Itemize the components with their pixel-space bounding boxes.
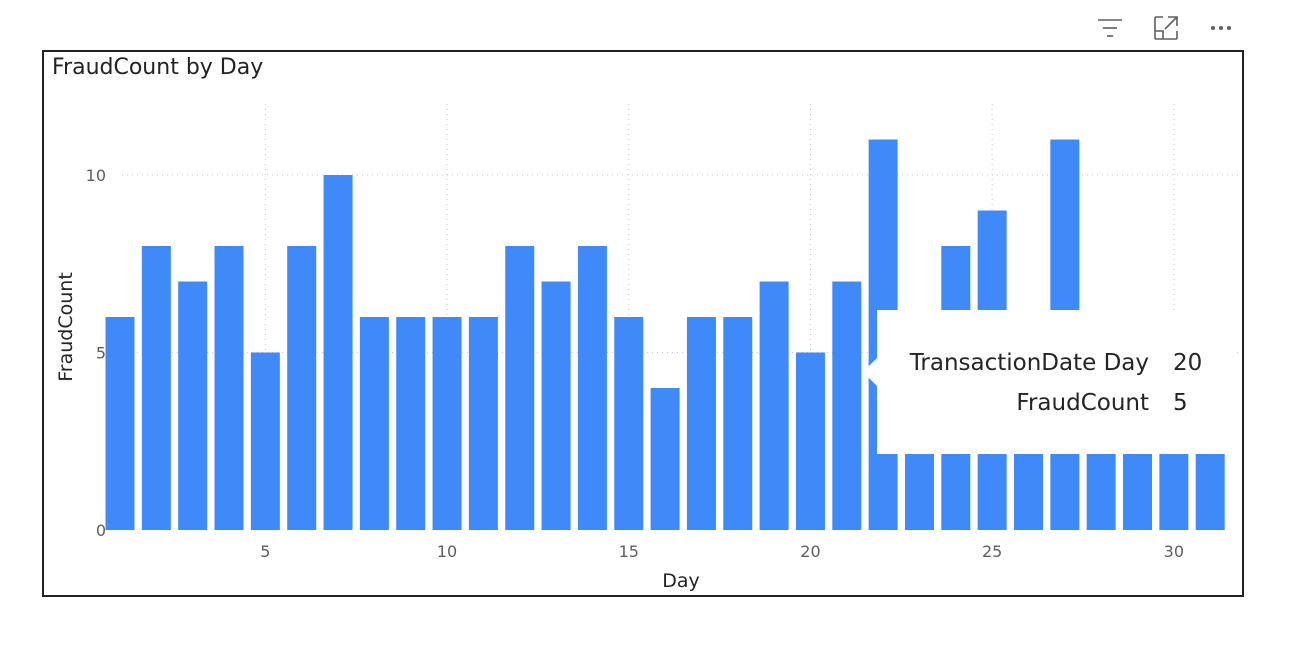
tooltip-label: TransactionDate Day: [909, 350, 1149, 376]
bar-day-17[interactable]: [686, 317, 716, 530]
bar-day-12[interactable]: [505, 246, 535, 530]
filter-icon[interactable]: [1092, 12, 1128, 44]
x-tick-label: 20: [800, 542, 820, 561]
y-axis-title: FraudCount: [55, 272, 77, 382]
visual-header-toolbar: [1090, 12, 1250, 44]
y-tick-label: 0: [96, 521, 106, 540]
x-tick-label: 25: [982, 542, 1002, 561]
x-tick-label: 10: [437, 542, 457, 561]
chart-title: FraudCount by Day: [52, 55, 264, 80]
tooltip-value: 5: [1173, 390, 1188, 416]
x-tick-label: 15: [619, 542, 639, 561]
bar-day-6[interactable]: [287, 246, 317, 530]
x-tick-label: 5: [260, 542, 270, 561]
bar-day-1[interactable]: [105, 317, 135, 530]
bar-day-14[interactable]: [577, 246, 607, 530]
y-tick-label: 5: [96, 344, 106, 363]
tooltip-label: FraudCount: [1016, 390, 1149, 416]
bar-day-5[interactable]: [250, 352, 280, 531]
bar-day-8[interactable]: [359, 317, 389, 530]
tooltip-value: 20: [1173, 350, 1203, 376]
bar-day-19[interactable]: [759, 281, 789, 531]
chart-visual[interactable]: FraudCount by Day 0 5 10 5 10 15 20 25 30 Day Frau…: [42, 50, 1244, 597]
more-options-icon[interactable]: [1204, 12, 1240, 44]
bar-day-21[interactable]: [832, 281, 862, 531]
bar-day-10[interactable]: [432, 317, 462, 530]
x-tick-label: 30: [1164, 542, 1184, 561]
bar-day-7[interactable]: [323, 175, 353, 530]
bar-day-2[interactable]: [141, 246, 171, 530]
bar-day-11[interactable]: [468, 317, 498, 530]
bar-day-4[interactable]: [214, 246, 244, 530]
focus-mode-icon[interactable]: [1148, 12, 1184, 44]
bar-day-15[interactable]: [614, 317, 644, 530]
bar-day-20[interactable]: [795, 352, 825, 531]
bar-day-18[interactable]: [723, 317, 753, 530]
y-tick-label: 10: [86, 166, 106, 185]
x-axis-title: Day: [662, 570, 700, 592]
bar-day-9[interactable]: [396, 317, 426, 530]
tooltip-row-day: TransactionDate Day 20: [877, 350, 1233, 380]
tooltip-row-fraudcount: FraudCount 5: [877, 390, 1233, 420]
bar-day-3[interactable]: [178, 281, 208, 531]
data-tooltip: TransactionDate Day 20 FraudCount 5: [863, 310, 1233, 454]
bar-day-13[interactable]: [541, 281, 571, 531]
bar-day-16[interactable]: [650, 388, 680, 530]
